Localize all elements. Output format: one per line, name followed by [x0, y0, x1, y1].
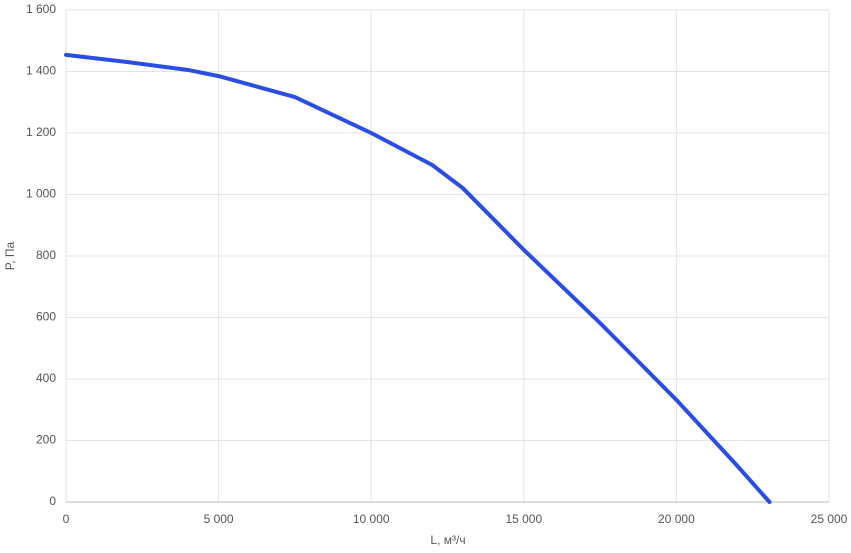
y-tick-label: 1 000: [26, 187, 56, 201]
x-tick-label: 15 000: [505, 512, 542, 526]
y-tick-label: 800: [36, 248, 56, 262]
y-tick-label: 200: [36, 433, 56, 447]
x-axis-title: L, м³/ч: [430, 533, 465, 547]
x-tick-label: 0: [63, 512, 70, 526]
y-tick-label: 1 200: [26, 125, 56, 139]
y-tick-label: 1 400: [26, 64, 56, 78]
y-tick-label: 400: [36, 371, 56, 385]
x-tick-label: 5 000: [204, 512, 234, 526]
y-tick-label: 600: [36, 310, 56, 324]
x-tick-label: 20 000: [658, 512, 695, 526]
y-tick-label: 1 600: [26, 2, 56, 16]
x-tick-label: 25 000: [811, 512, 848, 526]
line-series: [64, 52, 772, 504]
y-axis-title: P, Па: [3, 241, 17, 270]
x-tick-label: 10 000: [353, 512, 390, 526]
y-tick-label: 0: [49, 494, 56, 508]
